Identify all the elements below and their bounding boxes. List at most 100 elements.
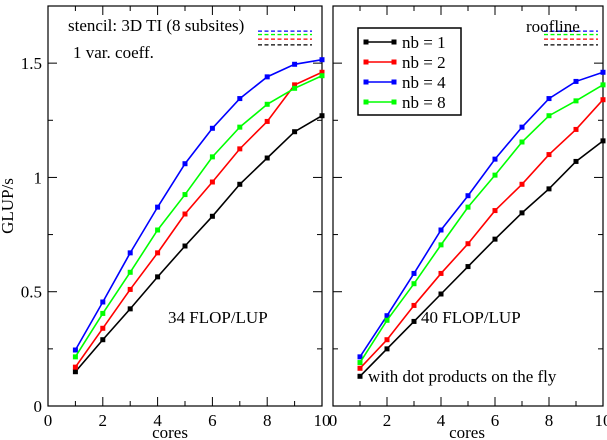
legend-swatch-marker <box>363 79 369 85</box>
x-axis-label-right: cores <box>449 423 485 440</box>
data-point <box>319 57 325 63</box>
x-tick-label: 10 <box>314 411 331 430</box>
data-point <box>357 360 363 366</box>
data-point <box>209 213 215 219</box>
series-line <box>359 71 604 358</box>
data-point <box>100 299 106 305</box>
data-point <box>519 139 525 145</box>
data-point <box>411 281 417 287</box>
legend-swatch-marker <box>391 79 397 85</box>
y-tick-label: 1 <box>34 168 43 187</box>
legend-swatch-marker <box>391 99 397 105</box>
data-point <box>72 354 78 360</box>
data-point <box>384 337 390 343</box>
data-point <box>319 73 325 79</box>
data-point <box>182 243 188 249</box>
data-point <box>127 286 133 292</box>
data-point <box>411 270 417 276</box>
data-point <box>384 313 390 319</box>
legend-swatch-marker <box>363 59 369 65</box>
legend-label: nb = 1 <box>402 33 446 52</box>
data-point <box>155 250 161 256</box>
legend-swatch-marker <box>391 59 397 65</box>
x-tick-label: 0 <box>44 411 53 430</box>
data-point <box>600 97 606 103</box>
data-point <box>319 69 325 75</box>
data-point <box>182 161 188 167</box>
data-point <box>546 186 552 192</box>
data-point <box>72 347 78 353</box>
data-point <box>264 118 270 124</box>
x-tick-label: 10 <box>595 411 607 430</box>
data-point <box>438 242 444 248</box>
data-point <box>292 85 298 91</box>
legend-label: nb = 8 <box>402 93 446 112</box>
x-tick-label: 4 <box>437 411 446 430</box>
data-point <box>411 302 417 308</box>
data-point <box>182 192 188 198</box>
data-point <box>546 96 552 102</box>
data-point <box>209 125 215 131</box>
data-point <box>438 270 444 276</box>
data-point <box>72 369 78 375</box>
series-line <box>74 115 323 373</box>
x-tick-label: 2 <box>383 411 392 430</box>
x-tick-label: 2 <box>99 411 108 430</box>
data-point <box>209 179 215 185</box>
data-point <box>155 227 161 233</box>
series-line <box>74 74 323 358</box>
data-point <box>600 69 606 75</box>
x-tick-label: 8 <box>545 411 554 430</box>
data-point <box>600 82 606 88</box>
legend-swatch-marker <box>363 99 369 105</box>
chart-annotation: 34 FLOP/LUP <box>168 308 268 327</box>
data-point <box>465 204 471 210</box>
plot-frame <box>47 5 323 407</box>
data-point <box>492 208 498 214</box>
data-point <box>492 172 498 178</box>
data-point <box>357 373 363 379</box>
legend-swatch-marker <box>363 39 369 45</box>
data-point <box>411 318 417 324</box>
data-point <box>546 152 552 158</box>
data-point <box>237 96 243 102</box>
chart-panel-2: 0 2 4 6 8 10 roofline 40 FLOP/LUP with dot produ… <box>329 5 607 430</box>
y-tick-label: 0.5 <box>21 283 42 302</box>
data-point <box>492 156 498 162</box>
x-tick-label: 0 <box>329 411 338 430</box>
data-point <box>573 98 579 104</box>
data-point <box>264 101 270 107</box>
data-point <box>438 227 444 233</box>
data-point <box>264 74 270 80</box>
x-axis-label-left: cores <box>152 423 188 440</box>
data-point <box>292 61 298 67</box>
data-point <box>292 82 298 88</box>
data-point <box>100 310 106 316</box>
data-point <box>100 325 106 331</box>
data-point <box>237 146 243 152</box>
data-point <box>264 155 270 161</box>
data-point <box>72 364 78 370</box>
chart-annotation: 1 var. coeff. <box>73 43 154 62</box>
chart-annotation: roofline <box>526 17 580 36</box>
data-point <box>573 126 579 132</box>
series-line <box>74 58 323 351</box>
legend-label: nb = 2 <box>402 53 446 72</box>
data-point <box>100 337 106 343</box>
series-line <box>359 99 604 369</box>
data-point <box>519 124 525 130</box>
chart-annotation: with dot products on the fly <box>368 367 557 386</box>
x-tick-label: 8 <box>263 411 272 430</box>
chart-annotation: stencil: 3D TI (8 subsites) <box>68 16 244 35</box>
x-tick-label: 6 <box>208 411 217 430</box>
data-point <box>438 291 444 297</box>
data-point <box>546 113 552 119</box>
data-point <box>127 306 133 312</box>
data-point <box>465 264 471 270</box>
data-point <box>465 241 471 247</box>
data-point <box>519 181 525 187</box>
data-point <box>384 346 390 352</box>
x-tick-label: 4 <box>153 411 162 430</box>
data-point <box>357 354 363 360</box>
